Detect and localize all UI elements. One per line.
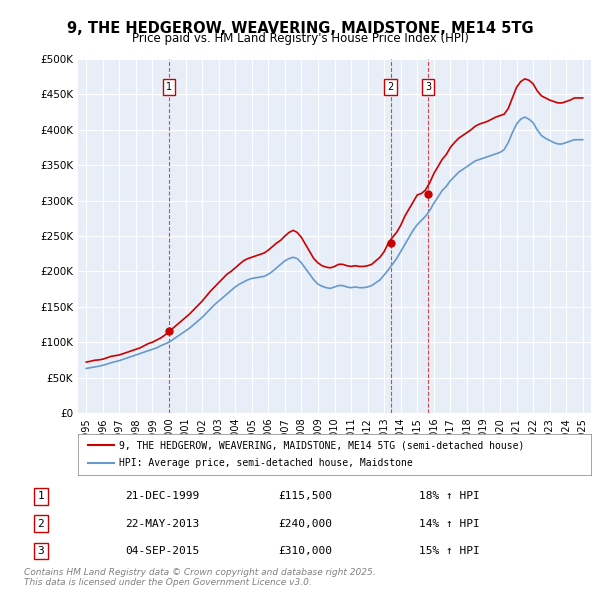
Text: 2: 2 — [388, 83, 394, 92]
Text: 9, THE HEDGEROW, WEAVERING, MAIDSTONE, ME14 5TG (semi-detached house): 9, THE HEDGEROW, WEAVERING, MAIDSTONE, M… — [119, 440, 524, 450]
Text: £310,000: £310,000 — [278, 546, 332, 556]
Text: 3: 3 — [425, 83, 431, 92]
Text: 1: 1 — [38, 491, 44, 502]
Text: Contains HM Land Registry data © Crown copyright and database right 2025.
This d: Contains HM Land Registry data © Crown c… — [24, 568, 376, 587]
Text: 04-SEP-2015: 04-SEP-2015 — [125, 546, 200, 556]
Text: 15% ↑ HPI: 15% ↑ HPI — [419, 546, 479, 556]
Text: 1: 1 — [166, 83, 172, 92]
Text: £240,000: £240,000 — [278, 519, 332, 529]
Text: £115,500: £115,500 — [278, 491, 332, 502]
Text: 18% ↑ HPI: 18% ↑ HPI — [419, 491, 479, 502]
Text: 21-DEC-1999: 21-DEC-1999 — [125, 491, 200, 502]
Text: HPI: Average price, semi-detached house, Maidstone: HPI: Average price, semi-detached house,… — [119, 458, 413, 468]
Text: 3: 3 — [38, 546, 44, 556]
Text: 22-MAY-2013: 22-MAY-2013 — [125, 519, 200, 529]
Text: 14% ↑ HPI: 14% ↑ HPI — [419, 519, 479, 529]
Text: 9, THE HEDGEROW, WEAVERING, MAIDSTONE, ME14 5TG: 9, THE HEDGEROW, WEAVERING, MAIDSTONE, M… — [67, 21, 533, 35]
Text: 2: 2 — [38, 519, 44, 529]
Text: Price paid vs. HM Land Registry's House Price Index (HPI): Price paid vs. HM Land Registry's House … — [131, 32, 469, 45]
